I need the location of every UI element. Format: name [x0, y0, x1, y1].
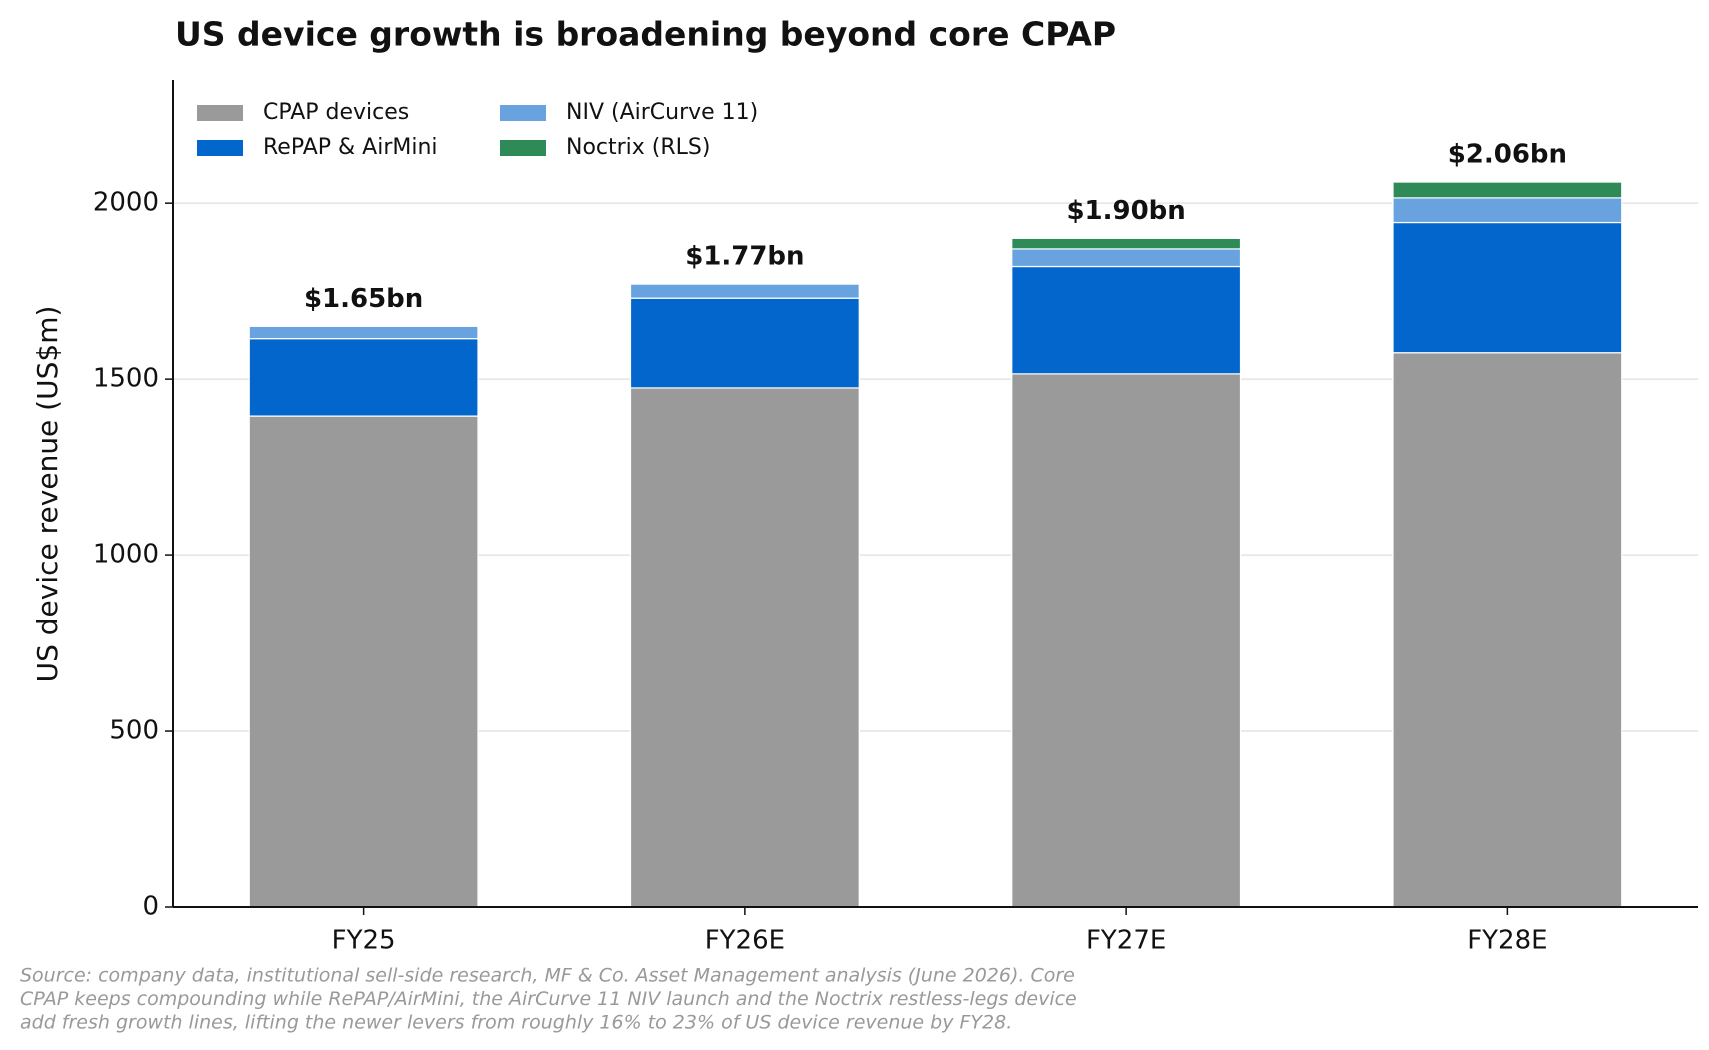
- chart-title: US device growth is broadening beyond co…: [175, 15, 1116, 54]
- bar-segment: [1392, 352, 1623, 908]
- legend-label: RePAP & AirMini: [263, 135, 438, 160]
- bar-segment: [1392, 221, 1623, 354]
- bar-segment: [1392, 197, 1623, 224]
- x-tick-label: FY26E: [705, 926, 785, 956]
- legend-label: CPAP devices: [263, 100, 409, 125]
- x-tick-label: FY25: [332, 926, 396, 956]
- total-label: $1.65bn: [304, 284, 423, 314]
- bar-segment: [248, 415, 479, 908]
- total-label: $1.77bn: [685, 242, 804, 272]
- bar-segment: [629, 297, 860, 389]
- y-tick-label: 2000: [93, 188, 159, 218]
- bar-segment: [1011, 373, 1242, 908]
- legend-swatch: [500, 105, 546, 121]
- bar-segment: [1392, 181, 1623, 199]
- y-tick-label: 0: [142, 892, 159, 922]
- bar-segment: [248, 338, 479, 417]
- legend-swatch: [500, 140, 546, 156]
- total-label: $1.90bn: [1066, 196, 1185, 226]
- y-tick-label: 1500: [93, 364, 159, 394]
- legend-swatch: [197, 105, 243, 121]
- x-tick-label: FY28E: [1467, 926, 1547, 956]
- bar-segment: [1011, 248, 1242, 268]
- legend-swatch: [197, 140, 243, 156]
- footnote: add fresh growth lines, lifting the newe…: [20, 1012, 1012, 1034]
- legend-label: Noctrix (RLS): [566, 135, 710, 160]
- bar-segment: [629, 387, 860, 908]
- y-tick-label: 500: [109, 716, 159, 746]
- footnote: CPAP keeps compounding while RePAP/AirMi…: [20, 988, 1077, 1010]
- footnote: Source: company data, institutional sell…: [20, 965, 1075, 987]
- bar-segment: [629, 283, 860, 299]
- y-axis-label: US device revenue (US$m): [31, 306, 64, 683]
- bar-segment: [1011, 265, 1242, 375]
- y-tick-label: 1000: [93, 540, 159, 570]
- legend-label: NIV (AirCurve 11): [566, 100, 758, 125]
- total-label: $2.06bn: [1448, 140, 1567, 170]
- bar-segment: [1011, 237, 1242, 250]
- x-tick-label: FY27E: [1086, 926, 1166, 956]
- bar-segment: [248, 325, 479, 340]
